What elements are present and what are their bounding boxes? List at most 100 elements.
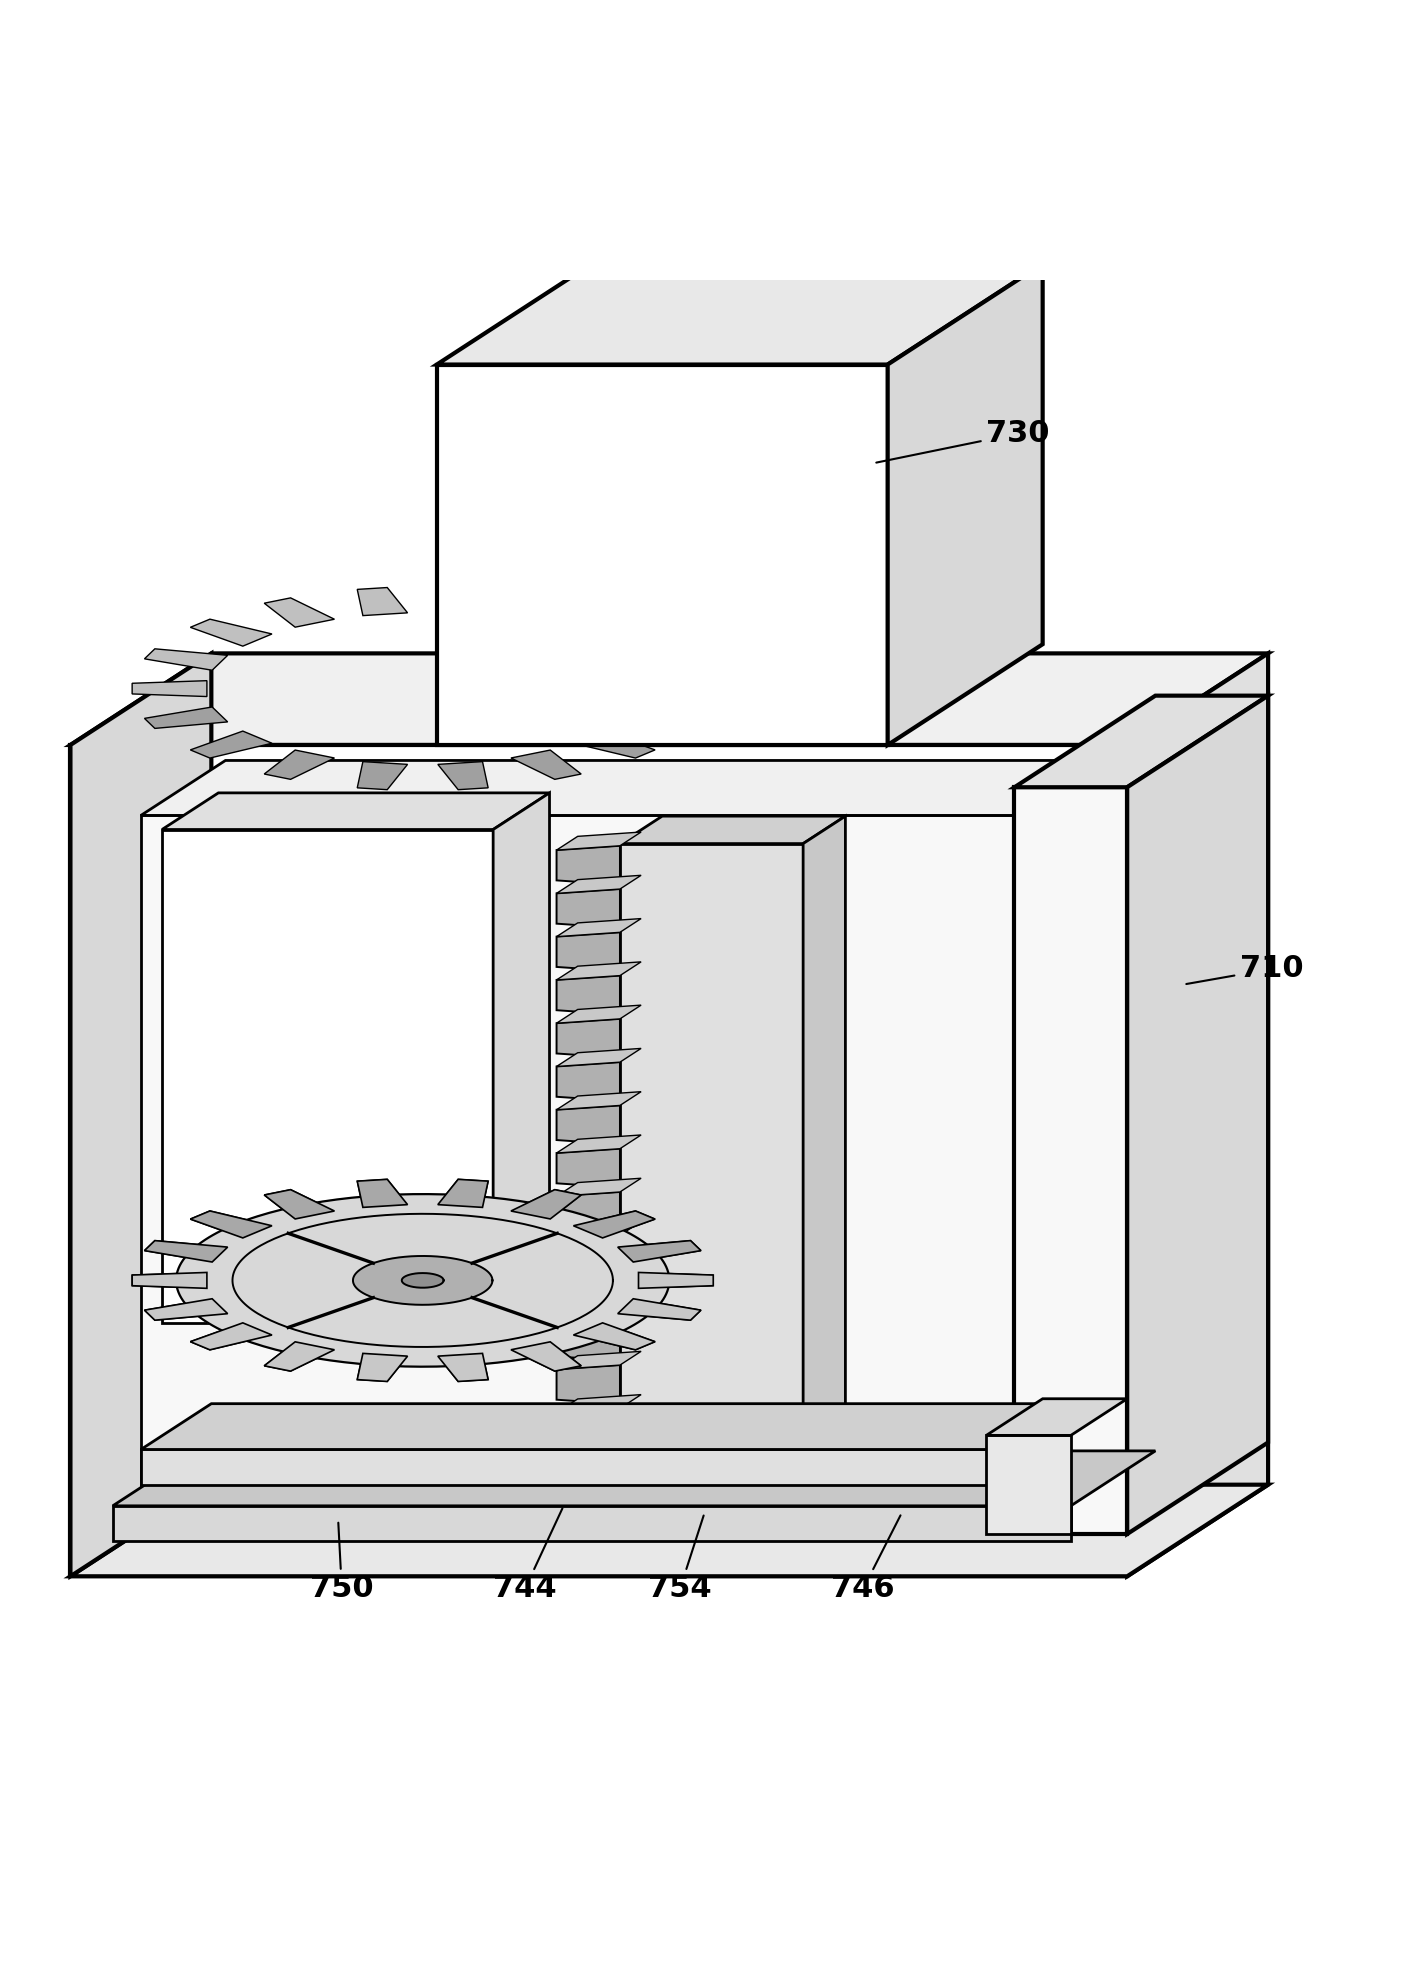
Text: 750: 750: [310, 1522, 373, 1603]
Polygon shape: [265, 1341, 334, 1370]
Polygon shape: [573, 618, 655, 646]
Polygon shape: [438, 1179, 488, 1207]
Polygon shape: [1014, 788, 1127, 1534]
Polygon shape: [113, 1506, 1071, 1542]
Polygon shape: [1127, 654, 1268, 1577]
Polygon shape: [557, 1264, 641, 1284]
Polygon shape: [557, 1278, 620, 1317]
Polygon shape: [573, 730, 655, 758]
Polygon shape: [617, 650, 700, 669]
Polygon shape: [557, 1408, 620, 1447]
Polygon shape: [638, 1272, 713, 1288]
Polygon shape: [557, 876, 641, 894]
Text: 744: 744: [493, 1508, 562, 1603]
Polygon shape: [190, 1323, 272, 1351]
Polygon shape: [145, 1300, 228, 1319]
Polygon shape: [358, 1353, 407, 1382]
Polygon shape: [190, 618, 272, 646]
Polygon shape: [573, 1323, 655, 1351]
Polygon shape: [511, 750, 581, 780]
Polygon shape: [70, 1485, 1268, 1577]
Polygon shape: [557, 1004, 641, 1024]
Polygon shape: [358, 1353, 407, 1382]
Polygon shape: [438, 1179, 488, 1207]
Polygon shape: [617, 1240, 700, 1262]
Polygon shape: [70, 744, 1127, 1577]
Polygon shape: [557, 1191, 620, 1231]
Polygon shape: [402, 1274, 444, 1288]
Polygon shape: [557, 847, 620, 884]
Polygon shape: [358, 1179, 407, 1207]
Polygon shape: [145, 650, 228, 669]
Polygon shape: [888, 264, 1043, 744]
Polygon shape: [617, 707, 700, 729]
Polygon shape: [511, 1341, 581, 1370]
Polygon shape: [438, 1353, 488, 1382]
Polygon shape: [145, 1240, 228, 1262]
Polygon shape: [557, 975, 620, 1014]
Polygon shape: [557, 1235, 620, 1274]
Polygon shape: [190, 730, 272, 758]
Polygon shape: [557, 1351, 641, 1368]
Polygon shape: [132, 1272, 207, 1288]
Polygon shape: [511, 599, 581, 628]
Polygon shape: [557, 1105, 620, 1144]
Polygon shape: [438, 587, 488, 616]
Text: 710: 710: [1186, 955, 1303, 984]
Polygon shape: [265, 1189, 334, 1219]
Polygon shape: [141, 760, 1127, 815]
Polygon shape: [141, 1404, 1099, 1449]
Polygon shape: [557, 890, 620, 927]
Polygon shape: [511, 1189, 581, 1219]
Polygon shape: [986, 1398, 1127, 1435]
Polygon shape: [190, 1211, 272, 1239]
Polygon shape: [190, 1323, 272, 1351]
Polygon shape: [493, 794, 550, 1323]
Text: 746: 746: [831, 1516, 900, 1603]
Polygon shape: [573, 1211, 655, 1239]
Polygon shape: [986, 1435, 1071, 1534]
Polygon shape: [145, 1300, 228, 1319]
Polygon shape: [1043, 760, 1127, 1534]
Polygon shape: [438, 762, 488, 790]
Polygon shape: [617, 1300, 700, 1319]
Polygon shape: [511, 1341, 581, 1370]
Polygon shape: [573, 1323, 655, 1351]
Polygon shape: [265, 1189, 334, 1219]
Polygon shape: [141, 815, 1043, 1534]
Polygon shape: [176, 1193, 669, 1366]
Polygon shape: [511, 1189, 581, 1219]
Polygon shape: [190, 1211, 272, 1239]
Polygon shape: [1127, 695, 1268, 1534]
Polygon shape: [265, 599, 334, 628]
Polygon shape: [132, 681, 207, 697]
Polygon shape: [113, 1451, 1155, 1506]
Polygon shape: [557, 1365, 620, 1404]
Polygon shape: [557, 1091, 641, 1111]
Polygon shape: [638, 681, 713, 697]
Polygon shape: [557, 931, 620, 971]
Polygon shape: [141, 1449, 1029, 1485]
Polygon shape: [573, 1211, 655, 1239]
Polygon shape: [557, 1148, 620, 1187]
Polygon shape: [132, 1272, 207, 1288]
Polygon shape: [438, 1353, 488, 1382]
Polygon shape: [557, 1307, 641, 1327]
Polygon shape: [145, 707, 228, 729]
Polygon shape: [557, 961, 641, 981]
Polygon shape: [557, 1134, 641, 1154]
Polygon shape: [620, 843, 803, 1449]
Polygon shape: [557, 833, 641, 851]
Text: 730: 730: [876, 419, 1050, 463]
Polygon shape: [1014, 695, 1268, 788]
Polygon shape: [557, 1321, 620, 1361]
Polygon shape: [620, 815, 845, 843]
Polygon shape: [162, 794, 550, 829]
Polygon shape: [70, 654, 211, 1577]
Polygon shape: [265, 1341, 334, 1370]
Polygon shape: [70, 654, 1268, 744]
Polygon shape: [437, 264, 1043, 364]
Polygon shape: [557, 1221, 641, 1240]
Polygon shape: [358, 587, 407, 616]
Polygon shape: [437, 364, 888, 744]
